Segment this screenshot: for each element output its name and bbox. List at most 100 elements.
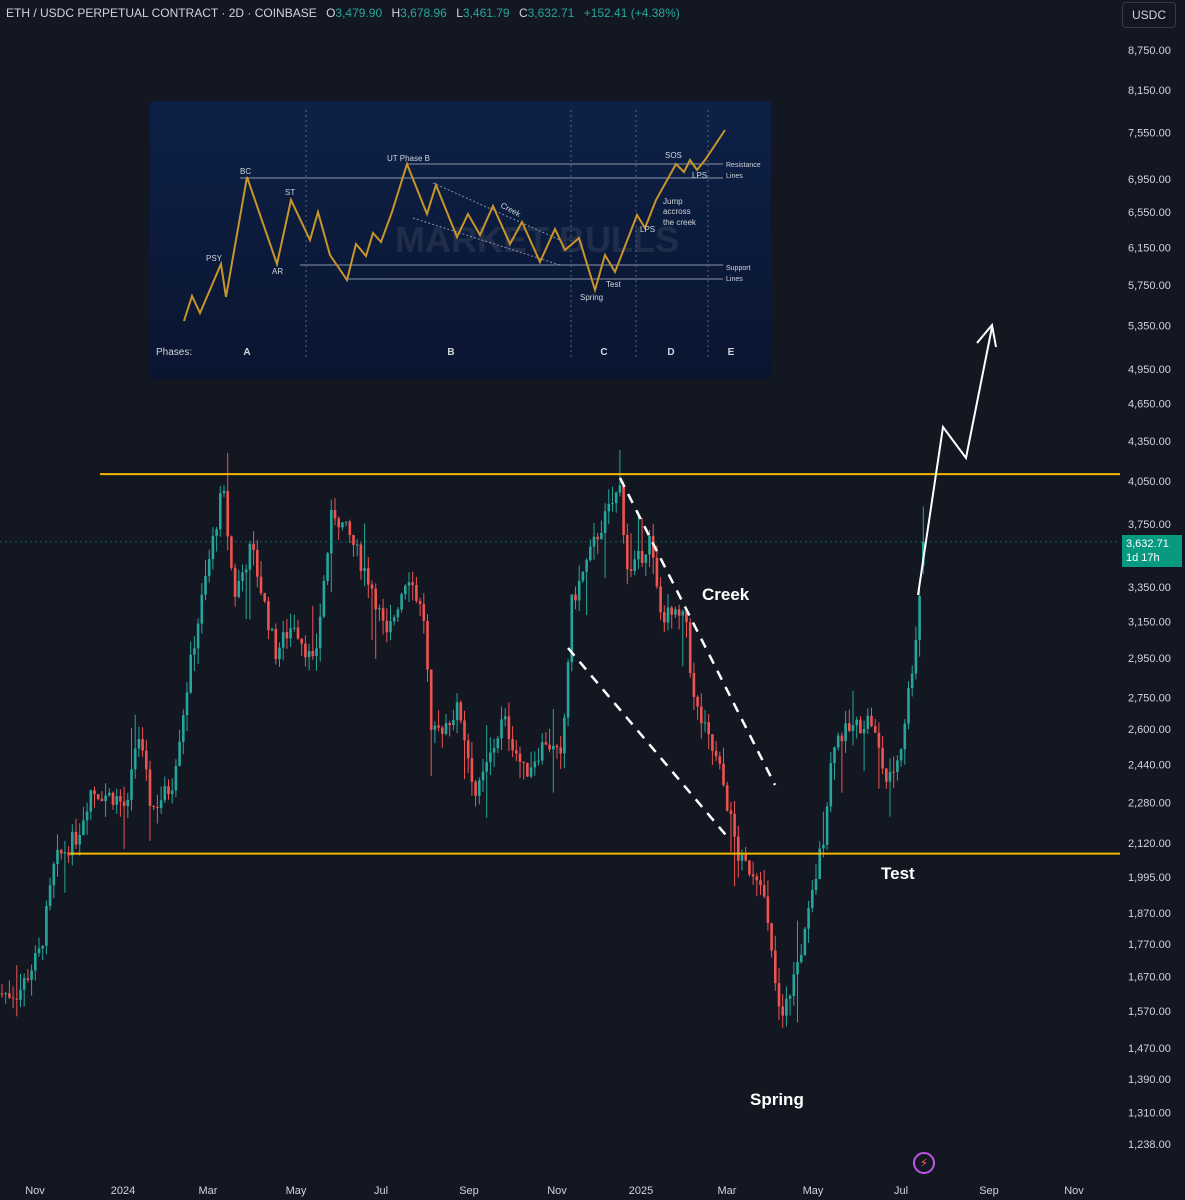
candle <box>796 920 799 1023</box>
candle <box>326 551 329 585</box>
candle-body <box>359 544 363 572</box>
y-tick-label: 2,120.00 <box>1128 838 1171 850</box>
candle-body <box>744 854 747 861</box>
candle <box>515 740 518 762</box>
candle-body <box>278 647 281 660</box>
candle-body <box>589 546 592 561</box>
candle <box>825 802 829 850</box>
candle-body <box>148 769 152 806</box>
candle <box>41 945 44 961</box>
candle <box>267 596 270 640</box>
candle-body <box>515 750 518 754</box>
candle <box>877 722 881 789</box>
phase-label: E <box>728 347 735 358</box>
candle <box>666 594 670 631</box>
candle <box>836 732 840 751</box>
candle-body <box>189 654 192 693</box>
candle-body <box>204 576 207 595</box>
candle <box>748 859 751 877</box>
candle-body <box>344 521 348 523</box>
candle-body <box>644 554 648 563</box>
candle-body <box>415 584 418 601</box>
candle <box>207 549 211 583</box>
ohlc-header: ETH / USDC PERPETUAL CONTRACT · 2D · COI… <box>6 6 680 20</box>
candle-body <box>507 716 511 740</box>
candle <box>481 759 485 792</box>
candle-body <box>459 702 463 721</box>
candle-body <box>45 905 48 946</box>
candle-body <box>563 717 566 754</box>
candle <box>337 516 340 541</box>
candle <box>322 575 326 619</box>
candle-body <box>622 485 625 536</box>
candle <box>159 786 163 814</box>
candle <box>67 846 70 863</box>
candle <box>770 922 773 958</box>
candle <box>355 539 359 557</box>
candle <box>263 592 266 604</box>
candle <box>19 973 22 1007</box>
inset-label: SOS <box>665 151 682 160</box>
candle <box>307 643 311 671</box>
candle <box>522 761 525 780</box>
candle-body <box>15 998 19 1000</box>
spring-label: Spring <box>750 1090 804 1109</box>
phase-label: A <box>243 347 250 358</box>
candle <box>11 986 15 1009</box>
candle <box>740 849 744 871</box>
candle <box>448 720 451 737</box>
candle-body <box>585 560 588 572</box>
candle <box>230 535 233 571</box>
candle-body <box>888 771 892 782</box>
candle-countdown: 1d 17h <box>1126 552 1160 564</box>
inset-label: Support <box>726 265 751 272</box>
test-label: Test <box>881 864 915 883</box>
phase-label: C <box>600 347 607 358</box>
candle-body <box>289 628 292 639</box>
candle <box>0 984 4 998</box>
candle-body <box>755 876 759 881</box>
y-tick-label: 3,350.00 <box>1128 582 1171 594</box>
candle <box>885 768 888 789</box>
currency-button[interactable]: USDC <box>1122 2 1176 28</box>
candle <box>622 481 625 544</box>
candle <box>344 521 348 527</box>
inset-label: BC <box>240 167 251 176</box>
candle <box>133 714 137 779</box>
candle <box>544 731 548 746</box>
candle <box>751 861 755 885</box>
candle <box>404 584 407 600</box>
candle-body <box>178 741 181 766</box>
candle-body <box>914 639 918 674</box>
candle <box>37 937 41 957</box>
candle-body <box>518 753 522 762</box>
candle <box>56 834 59 877</box>
inset-label: the creek <box>663 218 697 227</box>
y-tick-label: 1,770.00 <box>1128 939 1171 951</box>
candle-body <box>182 715 185 742</box>
candle <box>677 604 681 630</box>
candle-body <box>341 522 344 528</box>
lightning-icon[interactable]: ⚡ <box>913 1152 935 1174</box>
candle-body <box>322 580 326 617</box>
candle-body <box>11 997 15 999</box>
candle <box>607 489 611 525</box>
candle-body <box>788 996 792 999</box>
candle-body <box>4 993 7 995</box>
candle-body <box>82 820 85 835</box>
current-price: 3,632.71 <box>1126 538 1169 550</box>
candle <box>259 560 263 596</box>
y-tick-label: 5,350.00 <box>1128 320 1171 332</box>
candle <box>692 662 696 711</box>
candle <box>910 665 914 697</box>
candle <box>803 926 807 957</box>
candle-body <box>818 848 821 879</box>
candle-body <box>263 593 266 602</box>
candle <box>429 669 433 776</box>
candle-body <box>252 543 255 550</box>
candle-body <box>910 673 914 689</box>
candle-body <box>437 725 440 728</box>
candle-body <box>433 725 437 730</box>
candle <box>459 700 463 724</box>
